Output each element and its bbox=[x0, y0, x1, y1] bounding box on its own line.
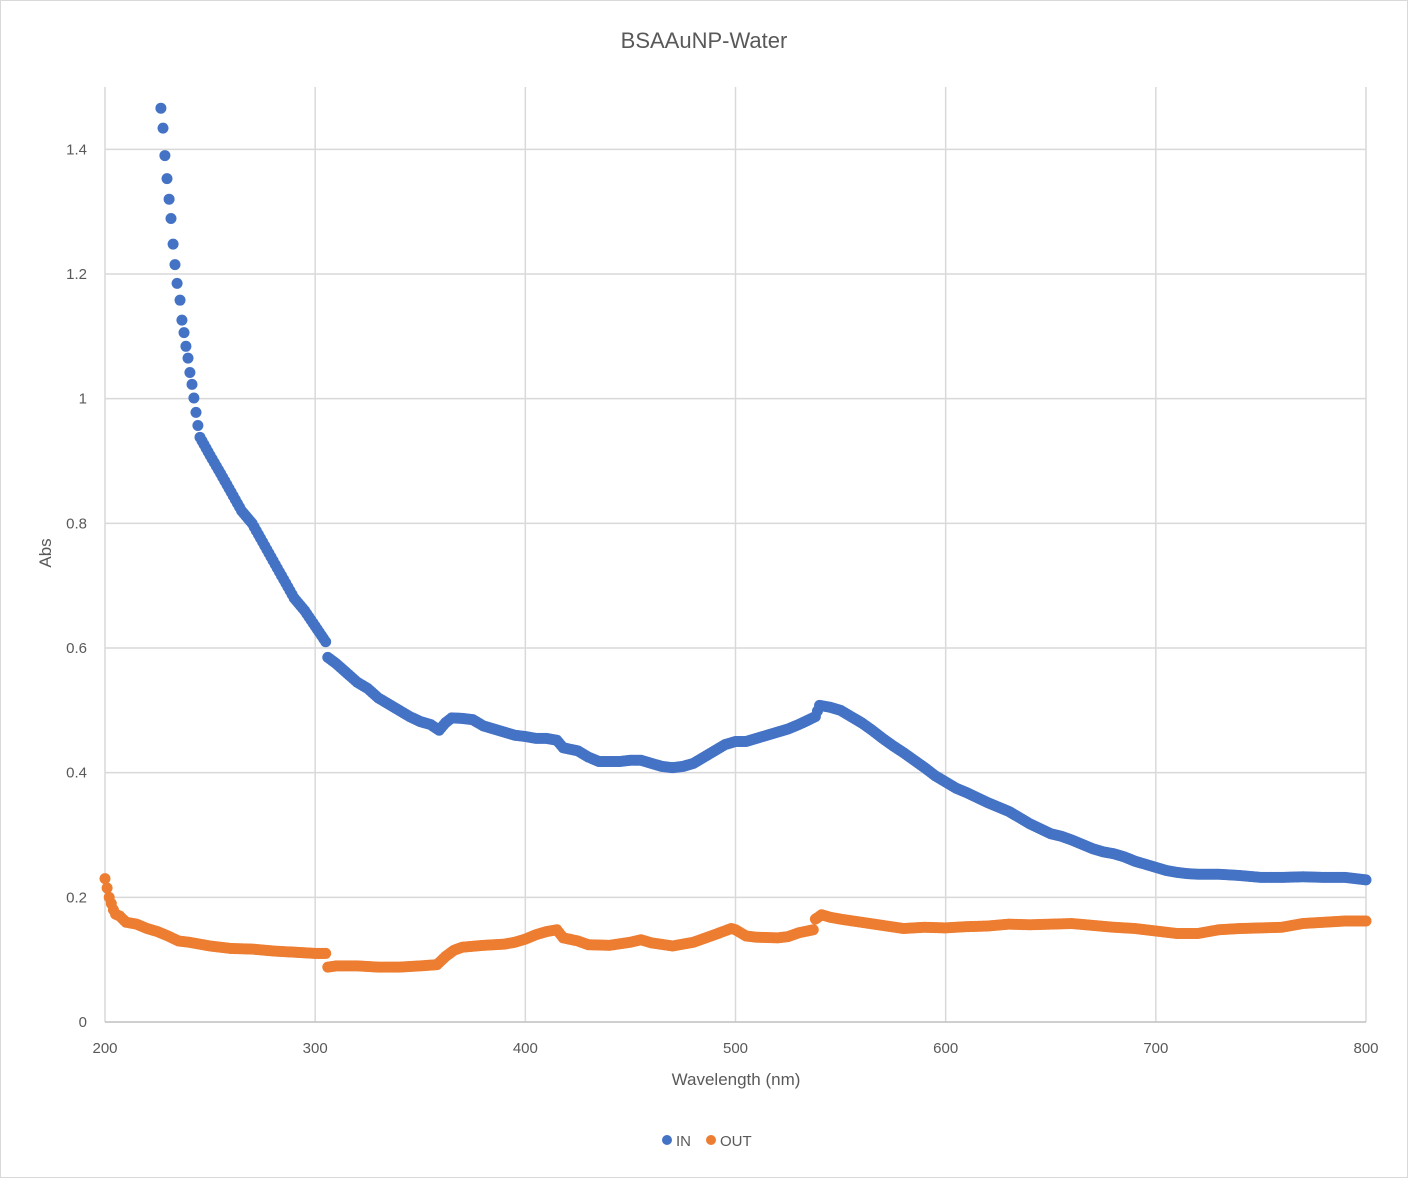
data-marks bbox=[99, 102, 1372, 973]
series-in bbox=[155, 102, 1372, 886]
y-tick-label: 1 bbox=[79, 391, 87, 408]
data-point bbox=[807, 924, 819, 936]
data-point bbox=[171, 277, 183, 289]
x-tick-label: 400 bbox=[513, 1040, 538, 1057]
x-tick-label: 800 bbox=[1353, 1040, 1378, 1057]
legend-label-in: IN bbox=[676, 1133, 691, 1150]
data-point bbox=[157, 122, 169, 134]
data-point bbox=[1360, 874, 1372, 886]
data-point bbox=[184, 366, 196, 378]
data-point bbox=[180, 340, 192, 352]
y-tick-label: 0.2 bbox=[66, 889, 87, 906]
legend-marker-in bbox=[662, 1135, 672, 1145]
data-point bbox=[320, 636, 332, 648]
data-point bbox=[190, 406, 202, 418]
data-point bbox=[161, 173, 173, 185]
x-tick-label: 300 bbox=[303, 1040, 328, 1057]
y-tick-label: 0.8 bbox=[66, 515, 87, 532]
x-tick-label: 200 bbox=[92, 1040, 117, 1057]
data-point bbox=[174, 294, 186, 306]
series-out bbox=[99, 873, 1372, 973]
axes: 0 0.2 0.4 0.6 0.8 1 1.2 1.4 200 300 400 500 600 700 80… bbox=[66, 141, 1378, 1057]
data-point bbox=[1360, 915, 1372, 927]
y-tick-label: 1.2 bbox=[66, 266, 87, 283]
x-axis-label: Wavelength (nm) bbox=[672, 1070, 801, 1089]
legend-marker-out bbox=[706, 1135, 716, 1145]
data-point bbox=[159, 150, 171, 162]
data-point bbox=[169, 259, 181, 271]
data-point bbox=[99, 873, 111, 885]
legend: IN OUT bbox=[662, 1133, 752, 1150]
data-point bbox=[188, 392, 200, 404]
x-tick-label: 500 bbox=[723, 1040, 748, 1057]
data-point bbox=[178, 327, 190, 339]
data-point bbox=[176, 314, 188, 326]
data-point bbox=[165, 213, 177, 225]
data-point bbox=[182, 352, 194, 364]
data-point bbox=[186, 378, 198, 390]
data-point bbox=[155, 102, 167, 114]
data-point bbox=[163, 193, 175, 205]
legend-label-out: OUT bbox=[720, 1133, 752, 1150]
gridlines bbox=[104, 87, 1367, 1022]
data-point bbox=[192, 419, 204, 431]
data-point bbox=[320, 947, 332, 959]
data-point bbox=[101, 882, 113, 894]
x-tick-label: 600 bbox=[933, 1040, 958, 1057]
y-axis-label: Abs bbox=[36, 538, 55, 567]
y-tick-label: 0 bbox=[79, 1014, 87, 1031]
y-tick-label: 1.4 bbox=[66, 141, 87, 158]
y-tick-label: 0.6 bbox=[66, 640, 87, 657]
chart-title: BSAAuNP-Water bbox=[621, 28, 788, 53]
x-tick-label: 700 bbox=[1143, 1040, 1168, 1057]
data-point bbox=[167, 238, 179, 250]
y-tick-label: 0.4 bbox=[66, 765, 87, 782]
